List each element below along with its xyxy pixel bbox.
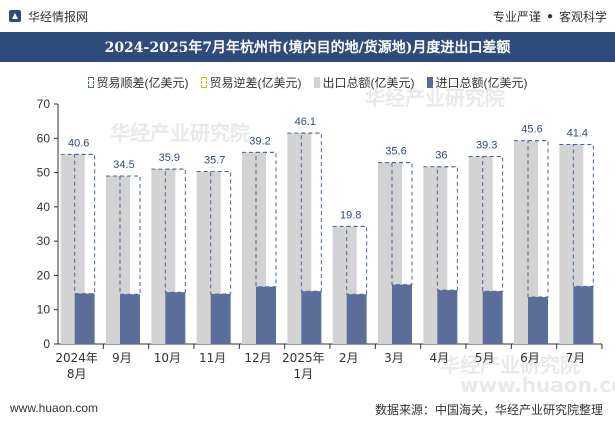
slogan: 专业严谨 ● 客观科学 bbox=[493, 8, 607, 25]
top-bar: 华经情报网 专业严谨 ● 客观科学 bbox=[0, 0, 615, 32]
x-tick-label: 2024年 bbox=[55, 351, 98, 365]
data-label: 45.6 bbox=[521, 124, 542, 136]
legend-label-export-total: 出口总额(亿美元) bbox=[322, 75, 415, 90]
brand-name: 华经情报网 bbox=[28, 9, 89, 24]
x-tick-label: 7月 bbox=[566, 351, 586, 365]
y-tick-label: 40 bbox=[37, 200, 51, 214]
import-bar bbox=[165, 292, 186, 344]
legend-swatch-import-total bbox=[426, 76, 433, 88]
y-tick-label: 60 bbox=[37, 131, 51, 145]
y-tick-label: 30 bbox=[37, 234, 51, 248]
x-tick-label: 10月 bbox=[154, 351, 181, 365]
footer: www.huaon.com 数据来源：中国海关，华经产业研究院整理 bbox=[0, 396, 615, 420]
huajing-logo-icon bbox=[9, 10, 21, 22]
legend-label-import-total: 进口总额(亿美元) bbox=[435, 75, 528, 90]
data-label: 19.8 bbox=[340, 209, 361, 221]
data-label: 36 bbox=[435, 150, 447, 162]
x-tick-label: 3月 bbox=[384, 351, 404, 365]
legend-item-trade-deficit: 贸易逆差(亿美元) bbox=[200, 74, 302, 91]
x-tick-label: 4月 bbox=[430, 351, 450, 365]
data-label: 46.1 bbox=[295, 116, 316, 128]
data-label: 35.7 bbox=[204, 155, 225, 167]
x-tick-label: 6月 bbox=[520, 351, 540, 365]
legend-item-import-total: 进口总额(亿美元) bbox=[426, 74, 528, 91]
legend-label-trade-deficit: 贸易逆差(亿美元) bbox=[209, 75, 302, 90]
data-label: 39.3 bbox=[476, 139, 497, 151]
legend-item-export-total: 出口总额(亿美元) bbox=[313, 74, 415, 91]
footer-source: 数据来源：中国海关，华经产业研究院整理 bbox=[374, 403, 603, 417]
legend-item-trade-surplus: 贸易顺差(亿美元) bbox=[87, 74, 189, 91]
x-tick-label: 8月 bbox=[67, 367, 87, 381]
import-bar bbox=[346, 294, 367, 344]
watermark-text: 华经产业研究院 bbox=[365, 86, 505, 110]
data-label: 35.6 bbox=[385, 146, 406, 158]
slogan-2: 客观科学 bbox=[558, 9, 607, 24]
data-label: 41.4 bbox=[567, 127, 588, 139]
slogan-separator: ● bbox=[546, 10, 553, 22]
slogan-1: 专业严谨 bbox=[492, 9, 541, 24]
y-tick-label: 0 bbox=[43, 337, 50, 351]
watermark-text: 华经产业研究院 bbox=[110, 121, 250, 145]
data-label: 40.6 bbox=[68, 137, 89, 149]
legend-label-trade-surplus: 贸易顺差(亿美元) bbox=[96, 75, 189, 90]
y-tick-label: 10 bbox=[37, 303, 51, 317]
legend-swatch-export-total bbox=[313, 76, 320, 88]
chart-title: 2024-2025年7月年杭州市(境内目的地/货源地)月度进出口差额 bbox=[104, 40, 511, 56]
x-tick-label: 2025年 bbox=[282, 351, 325, 365]
import-bar bbox=[210, 293, 231, 344]
import-bar bbox=[301, 291, 322, 344]
watermark-text: 华经产业研究院 bbox=[440, 353, 580, 377]
watermark-url: www.huaon.com bbox=[460, 373, 615, 396]
brand: 华经情报网 bbox=[8, 8, 88, 25]
legend: 贸易顺差(亿美元) 贸易逆差(亿美元) 出口总额(亿美元) 进口总额(亿美元) bbox=[0, 72, 615, 92]
x-tick-label: 11月 bbox=[199, 351, 226, 365]
footer-website: www.huaon.com bbox=[10, 401, 99, 415]
chart-title-bar: 2024-2025年7月年杭州市(境内目的地/货源地)月度进出口差额 bbox=[0, 32, 615, 62]
data-label: 35.9 bbox=[159, 152, 180, 164]
import-bar bbox=[482, 291, 503, 344]
import-bar bbox=[392, 284, 412, 344]
legend-swatch-trade-surplus bbox=[87, 76, 94, 88]
x-tick-label: 9月 bbox=[112, 351, 132, 365]
x-tick-label: 5月 bbox=[475, 351, 495, 365]
y-tick-label: 70 bbox=[37, 97, 51, 111]
y-tick-label: 20 bbox=[37, 268, 51, 282]
data-label: 34.5 bbox=[113, 159, 134, 171]
import-bar bbox=[120, 294, 140, 344]
import-bar bbox=[528, 297, 548, 344]
import-bar bbox=[437, 290, 458, 344]
import-bar bbox=[74, 293, 95, 344]
import-bar bbox=[256, 286, 276, 344]
x-tick-label: 2月 bbox=[339, 351, 359, 365]
legend-swatch-trade-deficit bbox=[200, 76, 207, 88]
x-tick-label: 1月 bbox=[294, 367, 314, 381]
y-tick-label: 50 bbox=[37, 166, 51, 180]
x-tick-label: 12月 bbox=[244, 351, 271, 365]
import-bar bbox=[573, 286, 594, 344]
data-label: 39.2 bbox=[249, 135, 270, 147]
chart-canvas: 华经产业研究院华经产业研究院华经产业研究院www.huaon.com010203… bbox=[37, 86, 615, 396]
